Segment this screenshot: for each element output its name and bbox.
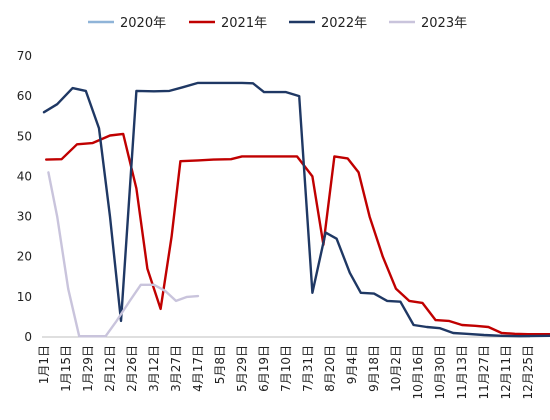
x-tick-label: 3月27日 (169, 345, 183, 392)
x-tick-label: 12月25日 (521, 345, 535, 400)
series-layer (42, 81, 550, 338)
x-tick-label: 10月30日 (433, 345, 447, 400)
series-line-2021年 (45, 132, 550, 336)
x-tick-label: 7月31日 (301, 345, 315, 392)
legend-label: 2020年 (120, 16, 166, 31)
x-tick-label: 11月13日 (455, 345, 469, 400)
legend-label: 2021年 (221, 16, 267, 31)
legend-label: 2023年 (421, 16, 467, 31)
x-tick-label: 10月16日 (411, 345, 425, 400)
y-axis: 0 10 20 30 40 50 60 70 (17, 49, 32, 344)
x-tick-label: 5月8日 (213, 345, 227, 384)
x-tick-label: 8月20日 (323, 345, 337, 392)
y-tick-label: 40 (17, 169, 32, 183)
series-line-2022年 (42, 81, 550, 338)
x-tick-label: 10月2日 (389, 345, 403, 392)
y-tick-label: 10 (17, 290, 32, 304)
x-tick-label: 3月12日 (147, 345, 161, 392)
x-axis: 1月1日 1月15日 1月29日 2月12日 2月26日 3月12日 3月27日 4月17日 5… (37, 336, 535, 400)
y-tick-label: 0 (24, 330, 32, 344)
x-tick-label: 6月19日 (257, 345, 271, 392)
y-tick-label: 60 (17, 89, 32, 103)
series-line-2023年 (47, 171, 200, 338)
y-tick-label: 20 (17, 250, 32, 264)
y-tick-label: 70 (17, 49, 32, 63)
x-tick-label: 1月15日 (59, 345, 73, 392)
y-tick-label: 30 (17, 210, 32, 224)
x-tick-label: 2月12日 (103, 345, 117, 392)
legend-label: 2022年 (321, 16, 367, 31)
x-tick-label: 11月27日 (477, 345, 491, 400)
x-tick-label: 12月11日 (499, 345, 513, 400)
x-tick-label: 9月18日 (367, 345, 381, 392)
x-tick-label: 2月26日 (125, 345, 139, 392)
chart-legend: 2020年 2021年 2022年 2023年 (88, 16, 467, 31)
x-tick-label: 5月29日 (235, 345, 249, 392)
y-tick-label: 50 (17, 129, 32, 143)
x-tick-label: 7月10日 (279, 345, 293, 392)
x-tick-label: 9月4日 (345, 345, 359, 384)
x-tick-label: 1月1日 (37, 345, 51, 384)
x-tick-label: 4月17日 (191, 345, 205, 392)
x-tick-label: 1月29日 (81, 345, 95, 392)
